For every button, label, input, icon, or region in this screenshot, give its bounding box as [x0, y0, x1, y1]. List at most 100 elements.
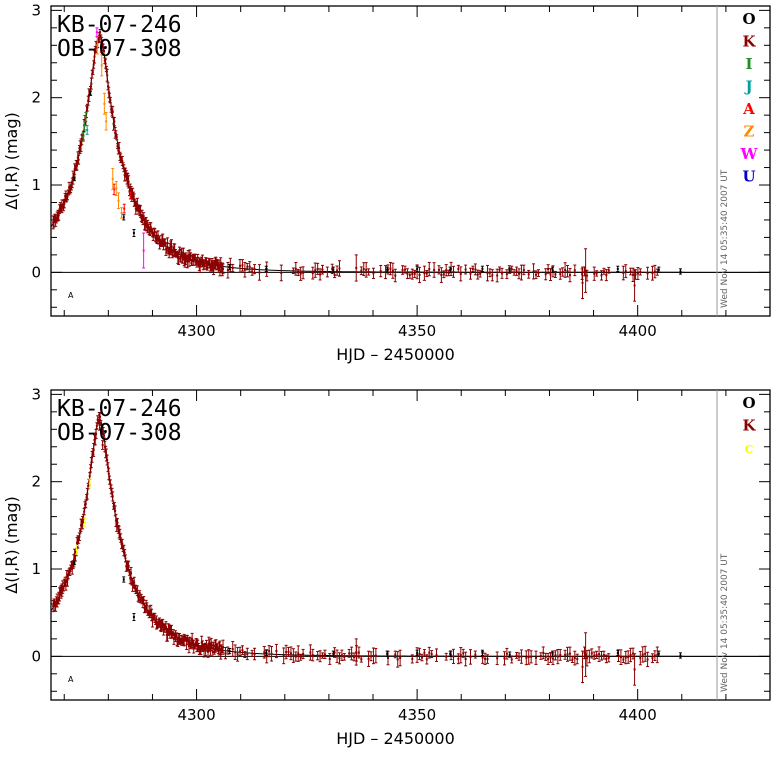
data-point — [218, 644, 221, 647]
data-point — [183, 258, 186, 261]
data-point — [197, 645, 200, 648]
data-point — [79, 529, 82, 532]
data-point — [280, 271, 283, 274]
data-point — [367, 657, 370, 660]
data-point — [428, 651, 431, 654]
data-point — [118, 155, 121, 158]
data-point — [360, 269, 363, 272]
data-point — [106, 74, 109, 77]
data-point — [55, 600, 58, 603]
data-point — [629, 653, 632, 656]
data-point — [114, 509, 117, 512]
data-point — [624, 656, 627, 659]
data-point — [314, 269, 317, 272]
data-point — [221, 648, 224, 651]
data-point — [302, 271, 305, 274]
data-point — [532, 270, 535, 273]
y-axis-label: Δ(I,R) (mag) — [2, 496, 21, 593]
data-point — [411, 657, 414, 660]
data-point — [243, 653, 246, 656]
data-point — [265, 655, 268, 658]
data-point — [408, 274, 411, 277]
data-point — [175, 634, 178, 637]
data-point — [241, 649, 244, 652]
data-point — [67, 574, 70, 577]
data-point — [534, 273, 537, 276]
data-point — [155, 621, 158, 624]
data-point — [622, 272, 625, 275]
data-point — [133, 581, 136, 584]
legend-entry-W: W — [740, 145, 759, 163]
data-point — [584, 653, 587, 656]
y-tick-label: 1 — [31, 560, 41, 578]
data-point — [386, 268, 389, 271]
data-point — [98, 36, 101, 39]
data-point — [127, 180, 130, 183]
data-point — [551, 657, 554, 660]
data-point — [157, 623, 160, 626]
data-point — [187, 254, 190, 257]
data-point — [471, 267, 474, 270]
data-point — [518, 272, 521, 275]
data-point — [87, 99, 90, 102]
data-point — [505, 273, 508, 276]
data-point — [170, 630, 173, 633]
data-point — [116, 521, 119, 524]
data-point — [459, 272, 462, 275]
data-point — [106, 85, 109, 88]
data-point — [379, 270, 382, 273]
series-K — [221, 257, 659, 284]
data-point — [93, 55, 96, 58]
data-point — [62, 587, 65, 590]
series-K — [221, 639, 659, 668]
data-point — [484, 657, 487, 660]
data-point — [515, 654, 518, 657]
data-point — [209, 266, 212, 269]
data-point — [309, 651, 312, 654]
data-point — [173, 249, 176, 252]
data-point — [113, 120, 116, 123]
data-point — [160, 242, 163, 245]
data-point — [176, 252, 179, 255]
data-point — [95, 46, 98, 49]
data-point — [180, 638, 183, 641]
data-point — [416, 651, 419, 654]
data-point — [153, 615, 156, 618]
data-point — [219, 261, 222, 264]
data-point — [156, 238, 159, 241]
data-point — [117, 149, 120, 152]
data-point — [109, 99, 112, 102]
data-point — [145, 220, 148, 223]
x-tick-label: 4400 — [619, 322, 657, 340]
data-point — [124, 557, 127, 560]
data-point — [85, 110, 88, 113]
data-point — [316, 267, 319, 270]
data-point — [581, 281, 584, 284]
data-point — [187, 640, 190, 643]
data-point — [130, 581, 133, 584]
data-point — [98, 423, 101, 426]
data-point — [520, 271, 523, 274]
data-point — [72, 174, 75, 177]
data-point — [403, 268, 406, 271]
data-point — [61, 586, 64, 589]
data-point — [196, 256, 199, 259]
data-point — [464, 658, 467, 661]
data-point — [353, 655, 356, 658]
data-point — [445, 269, 448, 272]
data-point — [425, 272, 428, 275]
series-O — [72, 91, 682, 275]
data-point — [607, 269, 610, 272]
data-point — [117, 528, 120, 531]
lightcurve-panel-top: 4300 4350 4400 0 1 2 3 HJD – 2450000 Δ(I,R) (mag… — [2, 1, 771, 364]
data-point — [60, 589, 63, 592]
data-point — [130, 194, 133, 197]
data-point — [144, 223, 147, 226]
data-point — [123, 551, 126, 554]
data-point — [556, 655, 559, 658]
data-point — [440, 274, 443, 277]
data-point — [86, 106, 89, 109]
data-point — [183, 639, 186, 642]
data-point — [99, 421, 102, 424]
data-point — [83, 510, 86, 513]
